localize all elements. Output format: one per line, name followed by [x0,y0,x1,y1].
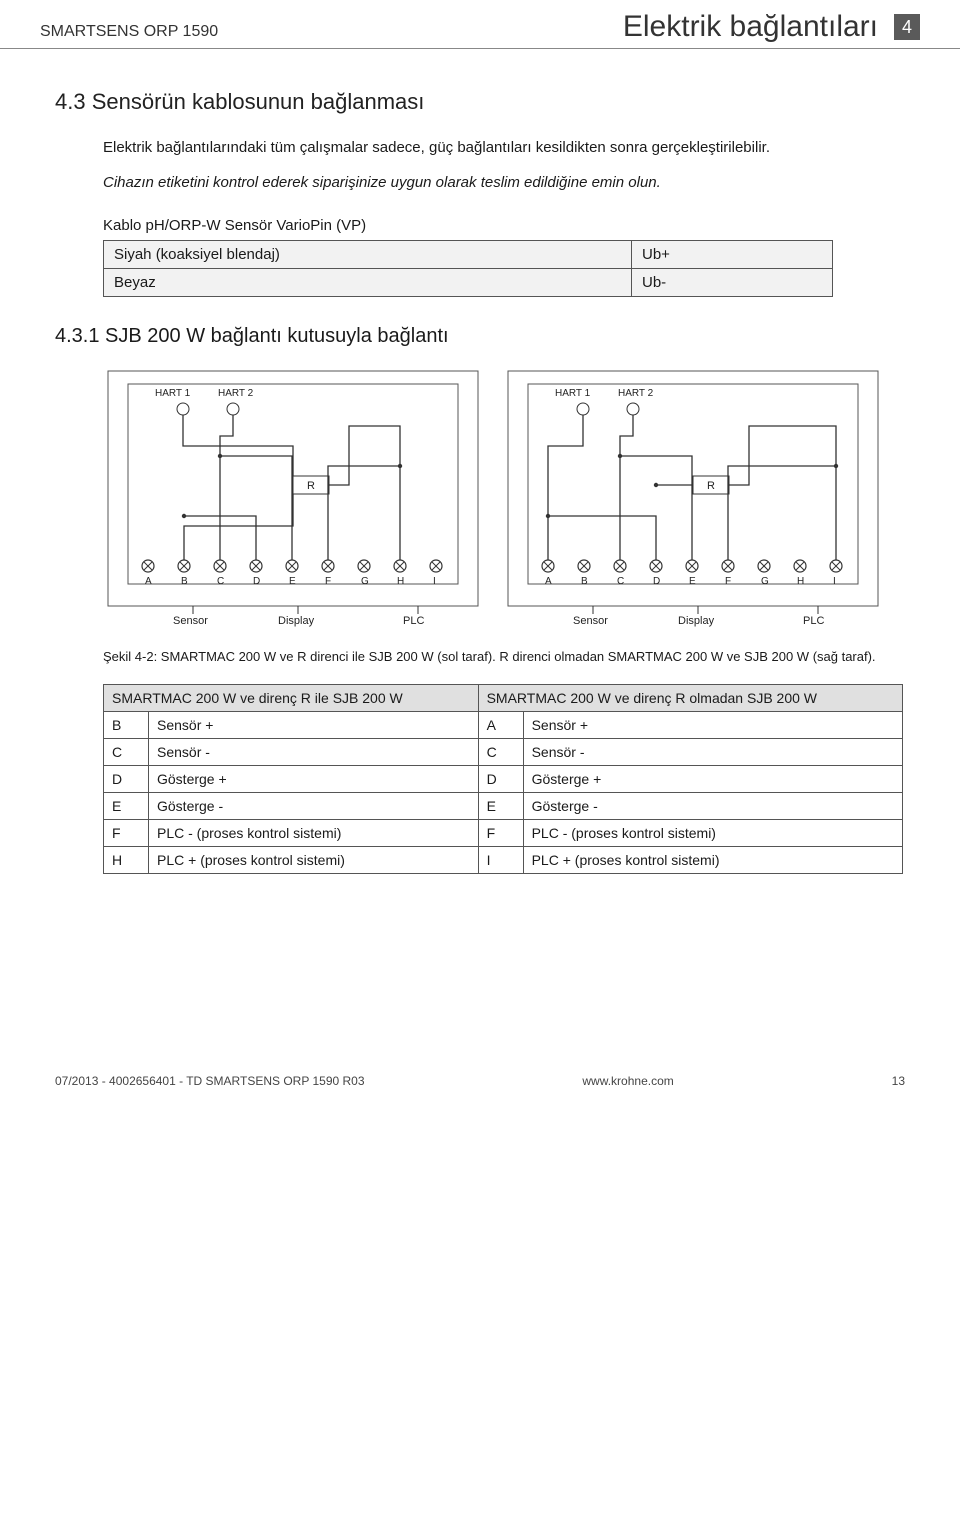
svg-text:B: B [181,576,188,587]
svg-text:Sensor: Sensor [173,615,208,627]
pins-header-left: SMARTMAC 200 W ve direnç R ile SJB 200 W [104,684,479,711]
pin-desc: PLC - (proses kontrol sistemi) [523,819,902,846]
pin-code: C [478,738,523,765]
page-header: SMARTSENS ORP 1590 Elektrik bağlantıları… [0,0,960,49]
cable-table: Siyah (koaksiyel blendaj) Ub+ Beyaz Ub- [103,240,833,297]
svg-text:PLC: PLC [803,615,824,627]
svg-text:HART 1: HART 1 [555,388,591,399]
svg-text:A: A [545,576,552,587]
pin-desc: Sensör + [149,711,479,738]
wiring-diagrams: HART 1 HART 2 A B C D E F G H I R Sensor Display PLC H… [103,366,905,636]
section-4-3-1-heading: 4.3.1 SJB 200 W bağlantı kutusuyla bağla… [55,325,905,348]
pin-desc: Sensör - [149,738,479,765]
wiring-diagram-left: HART 1 HART 2 A B C D E F G H I R Sensor Display PLC [103,366,483,636]
svg-text:PLC: PLC [403,615,424,627]
svg-text:G: G [761,576,769,587]
intro-block: Elektrik bağlantılarındaki tüm çalışmala… [55,137,905,193]
cable-caption: Kablo pH/ORP-W Sensör VarioPin (VP) [103,217,905,234]
table-row: CSensör -CSensör - [104,738,903,765]
wiring-diagram-right: HART 1 HART 2 A B C D E F G H I R Sensor Display PLC [503,366,883,636]
pin-code: F [478,819,523,846]
svg-text:I: I [833,576,836,587]
product-name: SMARTSENS ORP 1590 [40,23,218,41]
pin-desc: PLC + (proses kontrol sistemi) [523,846,902,873]
cable-left: Siyah (koaksiyel blendaj) [104,241,632,269]
table-row: Beyaz Ub- [104,269,833,297]
pin-code: D [478,765,523,792]
table-row: HPLC + (proses kontrol sistemi)IPLC + (p… [104,846,903,873]
pin-code: C [104,738,149,765]
svg-text:F: F [725,576,731,587]
footer-page: 13 [892,1074,905,1088]
pin-code: A [478,711,523,738]
pin-code: E [104,792,149,819]
svg-text:I: I [433,576,436,587]
svg-text:HART 2: HART 2 [218,388,254,399]
intro-para-1: Elektrik bağlantılarındaki tüm çalışmala… [55,137,905,158]
pins-table: SMARTMAC 200 W ve direnç R ile SJB 200 W… [103,684,903,874]
svg-text:B: B [581,576,588,587]
header-right: Elektrik bağlantıları 4 [623,10,920,44]
section-title: Elektrik bağlantıları [623,10,878,44]
table-row: Siyah (koaksiyel blendaj) Ub+ [104,241,833,269]
pin-desc: Sensör - [523,738,902,765]
pin-desc: Gösterge + [149,765,479,792]
svg-text:F: F [325,576,331,587]
svg-text:E: E [689,576,696,587]
section-4-3-heading: 4.3 Sensörün kablosunun bağlanması [55,89,905,115]
pin-code: B [104,711,149,738]
svg-text:Display: Display [278,615,315,627]
pin-desc: PLC - (proses kontrol sistemi) [149,819,479,846]
table-row: FPLC - (proses kontrol sistemi)FPLC - (p… [104,819,903,846]
chapter-number: 4 [894,14,920,40]
pin-code: I [478,846,523,873]
pin-desc: PLC + (proses kontrol sistemi) [149,846,479,873]
svg-text:A: A [145,576,152,587]
svg-text:C: C [617,576,624,587]
svg-text:R: R [707,480,715,492]
svg-text:H: H [397,576,404,587]
table-row: SMARTMAC 200 W ve direnç R ile SJB 200 W… [104,684,903,711]
svg-text:HART 2: HART 2 [618,388,654,399]
svg-text:C: C [217,576,224,587]
footer-left: 07/2013 - 4002656401 - TD SMARTSENS ORP … [55,1074,365,1088]
pin-code: H [104,846,149,873]
table-row: DGösterge +DGösterge + [104,765,903,792]
pin-code: E [478,792,523,819]
pin-desc: Gösterge + [523,765,902,792]
svg-text:Sensor: Sensor [573,615,608,627]
svg-text:D: D [253,576,260,587]
pin-code: F [104,819,149,846]
intro-para-2: Cihazın etiketini kontrol ederek sipariş… [55,172,905,193]
pin-desc: Sensör + [523,711,902,738]
pin-code: D [104,765,149,792]
page-content: 4.3 Sensörün kablosunun bağlanması Elekt… [0,49,960,884]
svg-text:D: D [653,576,660,587]
table-row: BSensör +ASensör + [104,711,903,738]
pin-desc: Gösterge - [149,792,479,819]
page-footer: 07/2013 - 4002656401 - TD SMARTSENS ORP … [0,1044,960,1108]
diagram-caption: Şekil 4-2: SMARTMAC 200 W ve R direnci i… [103,648,905,666]
table-row: EGösterge -EGösterge - [104,792,903,819]
cable-right: Ub- [632,269,833,297]
cable-left: Beyaz [104,269,632,297]
pins-header-right: SMARTMAC 200 W ve direnç R olmadan SJB 2… [478,684,902,711]
svg-text:E: E [289,576,296,587]
footer-center: www.krohne.com [582,1074,673,1088]
svg-text:G: G [361,576,369,587]
svg-text:Display: Display [678,615,715,627]
pin-desc: Gösterge - [523,792,902,819]
svg-text:HART 1: HART 1 [155,388,191,399]
svg-text:R: R [307,480,315,492]
cable-right: Ub+ [632,241,833,269]
svg-text:H: H [797,576,804,587]
